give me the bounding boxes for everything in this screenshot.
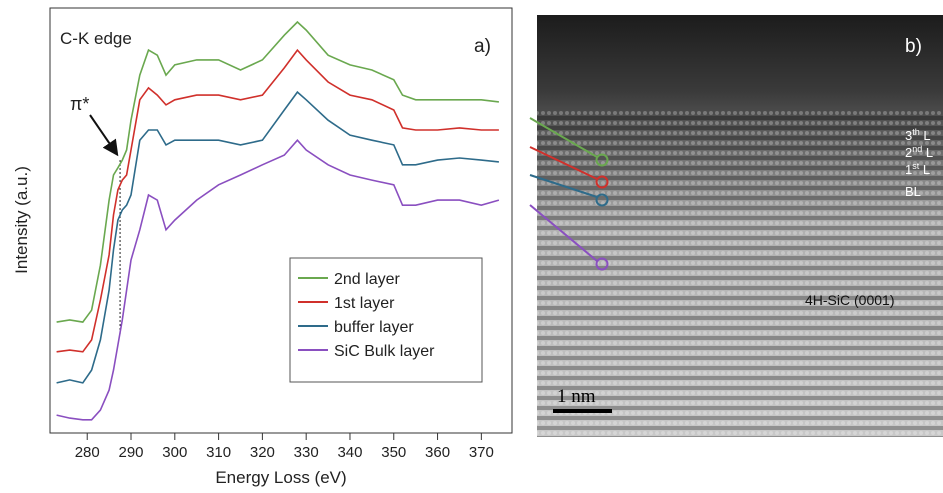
layer-marker [595,153,609,167]
connector [529,146,598,180]
annotation-arrow [89,114,119,157]
x-tick-label: 300 [162,444,187,461]
series-line [56,20,499,323]
layer-rest: L [920,128,931,143]
series-line [56,90,499,384]
legend-label: 2nd layer [334,271,400,288]
scale-bar-label: 1 nm [557,386,596,407]
layer-label: 1st L [905,161,930,177]
layer-label: 2nd L [905,144,933,160]
connector [529,117,598,158]
layer-marker [595,257,609,271]
legend-label: buffer layer [334,319,414,336]
x-tick-label: 350 [381,444,406,461]
legend-label: SiC Bulk layer [334,343,435,360]
layer-label: BL [905,184,921,199]
x-axis-label: Energy Loss (eV) [215,468,346,487]
series-line [56,138,500,421]
x-tick-label: 340 [337,444,362,461]
layer-num: 1 [905,162,912,177]
panel-label: a) [474,36,491,57]
legend-label: 1st layer [334,295,395,312]
layer-sup: st [912,161,920,171]
chart-title: C-K edge [60,29,132,48]
y-axis-label: Intensity (a.u.) [12,166,31,274]
layer-num: 3 [905,128,912,143]
x-tick-label: 280 [75,444,100,461]
layer-sup: th [912,127,920,137]
layer-marker [595,175,609,189]
x-tick-label: 370 [469,444,494,461]
layer-label: 3th L [905,127,931,143]
series-line [56,48,499,353]
plot-frame [49,7,513,434]
micrograph [537,15,943,437]
connector [529,174,598,198]
x-tick-label: 320 [250,444,275,461]
x-tick-label: 360 [425,444,450,461]
substrate-label: 4H-SiC (0001) [805,292,894,308]
x-tick-label: 330 [294,444,319,461]
connector [529,204,598,262]
layer-rest: L [922,145,933,160]
annotation-label: π* [70,94,89,114]
layer-num: 2 [905,145,912,160]
layer-sup: nd [912,144,922,154]
layer-marker [595,193,609,207]
layer-rest: L [919,162,930,177]
panel-label: b) [905,36,922,57]
x-tick-label: 310 [206,444,231,461]
x-tick-label: 290 [118,444,143,461]
layer-rest: BL [905,184,921,199]
